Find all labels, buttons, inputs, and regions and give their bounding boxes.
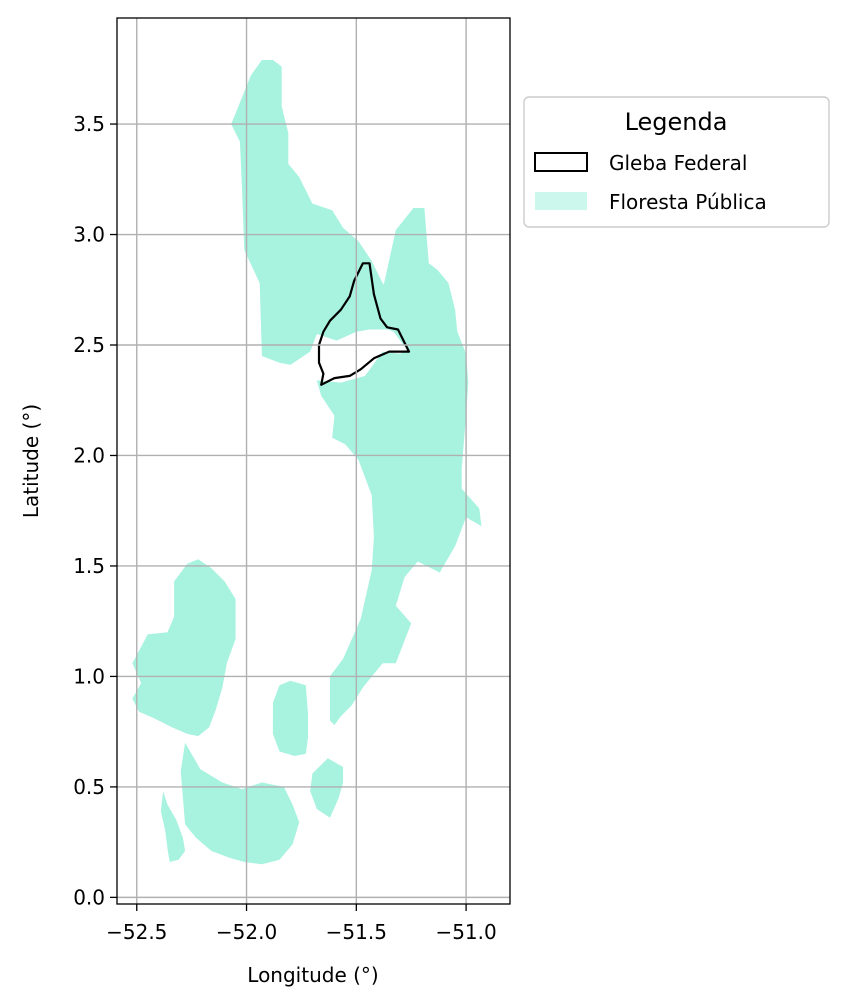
floresta-publica-polygon-5 bbox=[272, 680, 308, 756]
legend-label-floresta-publica: Floresta Pública bbox=[609, 190, 767, 214]
x-tick-label: −52.0 bbox=[216, 920, 277, 944]
plot-frame bbox=[116, 17, 511, 905]
legend-label-gleba-federal: Gleba Federal bbox=[609, 151, 747, 175]
y-tick-label: 0.5 bbox=[73, 775, 105, 799]
grid-lines bbox=[117, 18, 510, 904]
y-tick-label: 2.5 bbox=[73, 333, 105, 357]
legend-swatch-gleba-federal bbox=[534, 152, 588, 172]
x-tick-label: −52.5 bbox=[106, 920, 167, 944]
floresta-publica-polygon-6 bbox=[310, 758, 344, 818]
legend-title: Legenda bbox=[625, 108, 728, 136]
y-tick-label: 3.0 bbox=[73, 223, 105, 247]
floresta-publica-polygon-2 bbox=[316, 208, 482, 725]
y-tick-label: 1.0 bbox=[73, 664, 105, 688]
x-tick-label: −51.0 bbox=[435, 920, 496, 944]
y-tick-label: 1.5 bbox=[73, 554, 105, 578]
y-axis-title: Latitude (°) bbox=[19, 404, 43, 518]
map-plot-area: −52.5 −52.0 −51.5 −51.0 0.0 0.5 1.0 1.5 2.0 2.5 3.… bbox=[73, 17, 511, 944]
y-tick-label: 0.0 bbox=[73, 885, 105, 909]
floresta-publica-polygon-7 bbox=[160, 791, 186, 862]
floresta-publica-polygon-3 bbox=[132, 559, 236, 737]
x-tick-label: −51.5 bbox=[326, 920, 387, 944]
axis-ticks: −52.5 −52.0 −51.5 −51.0 0.0 0.5 1.0 1.5 2.0 2.5 3.… bbox=[73, 112, 497, 944]
y-tick-label: 2.0 bbox=[73, 443, 105, 467]
gleba-federal-polygon-1 bbox=[317, 262, 411, 386]
legend: Legenda Gleba Federal Floresta Pública bbox=[523, 96, 830, 228]
legend-swatch-floresta-publica bbox=[535, 192, 587, 210]
legend-frame bbox=[523, 96, 830, 228]
floresta-publica-polygon-4 bbox=[180, 742, 300, 865]
y-tick-label: 3.5 bbox=[73, 112, 105, 136]
x-axis-title: Longitude (°) bbox=[247, 963, 378, 987]
